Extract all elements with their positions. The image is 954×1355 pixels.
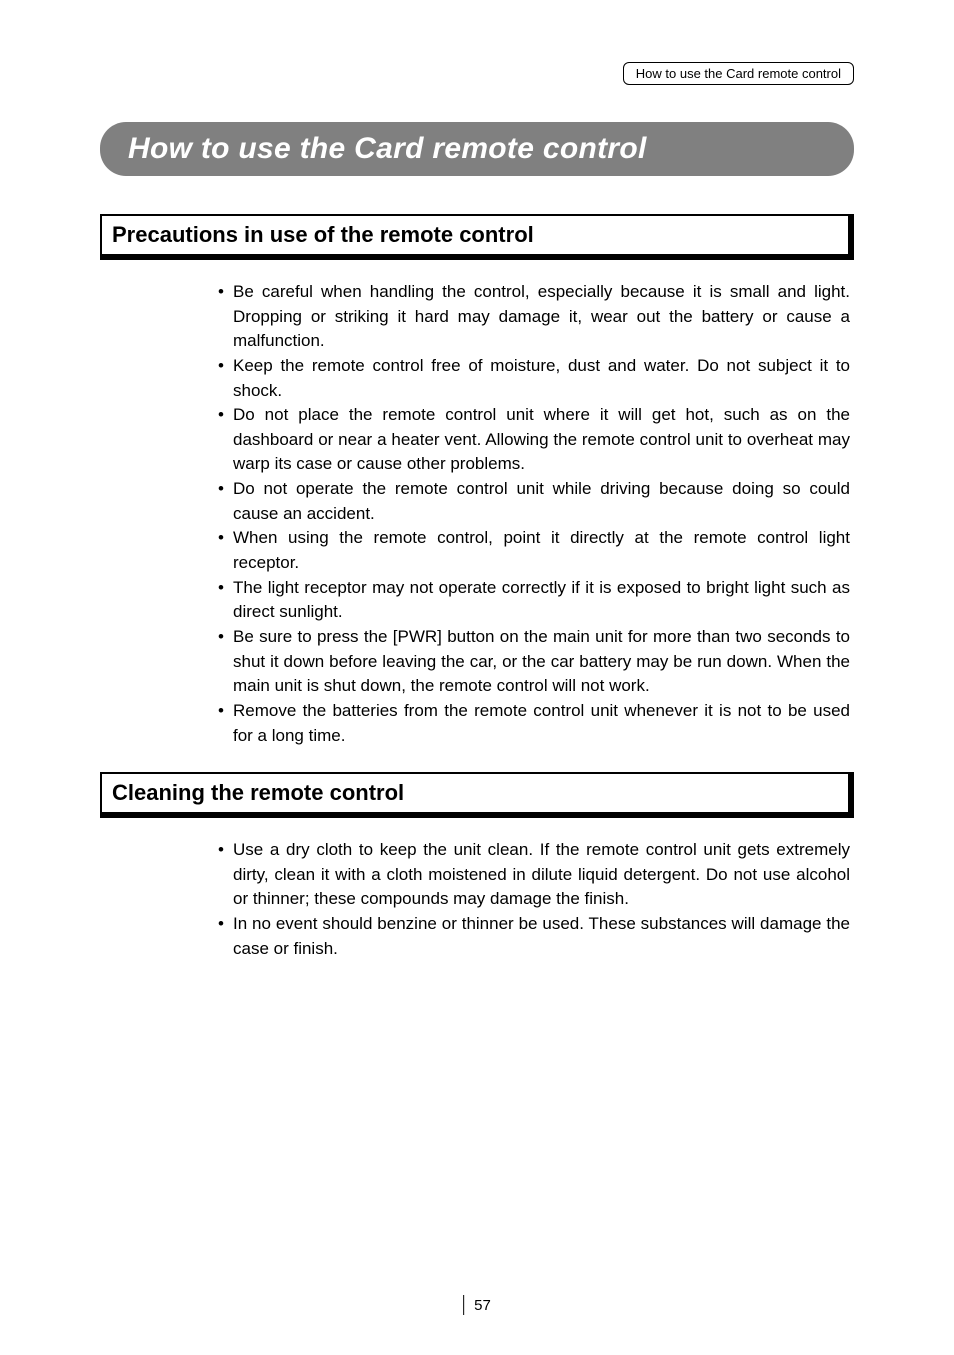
- page-number-text: 57: [474, 1297, 491, 1314]
- list-item: Be sure to press the [PWR] button on the…: [218, 625, 850, 699]
- list-item: When using the remote control, point it …: [218, 526, 850, 575]
- section-heading-cleaning: Cleaning the remote control: [100, 772, 854, 818]
- list-item: In no event should benzine or thinner be…: [218, 912, 850, 961]
- page-content: How to use the Card remote control Preca…: [0, 0, 954, 1035]
- bullet-list-precautions: Be careful when handling the control, es…: [218, 280, 850, 748]
- list-item: Remove the batteries from the remote con…: [218, 699, 850, 748]
- section-heading-precautions: Precautions in use of the remote control: [100, 214, 854, 260]
- list-item: Use a dry cloth to keep the unit clean. …: [218, 838, 850, 912]
- list-item: Do not operate the remote control unit w…: [218, 477, 850, 526]
- list-item: Do not place the remote control unit whe…: [218, 403, 850, 477]
- list-item: Keep the remote control free of moisture…: [218, 354, 850, 403]
- bullet-list-cleaning: Use a dry cloth to keep the unit clean. …: [218, 838, 850, 961]
- main-title: How to use the Card remote control: [100, 122, 854, 176]
- header-box: How to use the Card remote control: [623, 62, 854, 85]
- list-item: The light receptor may not operate corre…: [218, 576, 850, 625]
- page-number-bar: [463, 1295, 464, 1315]
- page-number: 57: [463, 1295, 491, 1315]
- list-item: Be careful when handling the control, es…: [218, 280, 850, 354]
